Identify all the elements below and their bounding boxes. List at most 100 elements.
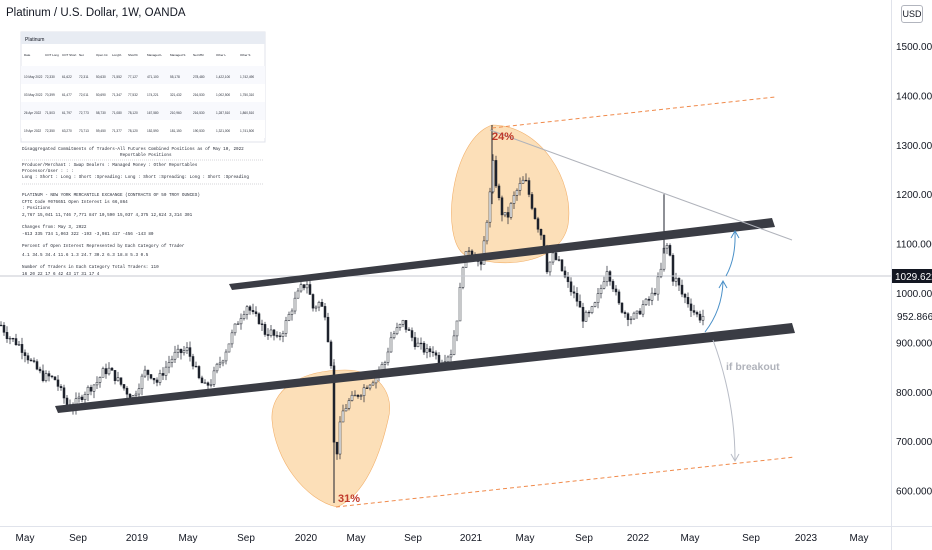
candle-body — [116, 377, 120, 381]
candle-body — [242, 314, 246, 319]
candle-body — [581, 306, 585, 322]
candle-body — [35, 361, 39, 370]
mini-table-cell: 72,311 — [79, 75, 89, 79]
blue-arrow-2 — [725, 231, 736, 277]
price-axis[interactable]: 1500.000 1400.000 1300.000 1200.000 1100.000… — [896, 42, 932, 498]
candle-body — [650, 292, 654, 301]
cot-line3: : Positions — [22, 206, 51, 211]
candle-body — [593, 302, 597, 307]
candle-body — [101, 368, 105, 378]
gray-arrow-down — [712, 339, 736, 461]
candle-body — [0, 324, 3, 327]
mini-header-cell: Net — [79, 53, 84, 57]
mini-table-cell: 03 May 2022 — [24, 93, 43, 97]
candle-body — [128, 393, 132, 398]
mini-table-cell: 471,100 — [147, 75, 159, 79]
mini-table-cell: 72,350 — [45, 129, 55, 133]
candle-body — [365, 387, 369, 389]
candle-body — [326, 316, 330, 343]
candle-body — [221, 360, 225, 364]
candle-body — [170, 358, 174, 363]
candle-body — [458, 287, 462, 322]
currency-button[interactable]: USD — [901, 5, 923, 23]
time-tick-label: 2022 — [627, 533, 650, 544]
mini-table-cell: 72,011 — [79, 93, 89, 97]
candle-body — [623, 312, 627, 314]
candle-body — [479, 261, 483, 265]
candle-body — [527, 180, 531, 195]
candle-body — [446, 356, 450, 362]
candle-body — [695, 312, 699, 315]
candle-body — [425, 348, 429, 353]
price-axis-separator — [891, 0, 892, 550]
candle-body — [209, 384, 213, 386]
candle-body — [83, 394, 87, 400]
candle-body — [431, 351, 435, 353]
candle-body — [416, 342, 420, 347]
candle-body — [194, 365, 198, 368]
mini-table-cell: 70,399 — [45, 93, 55, 97]
candle-body — [146, 369, 150, 375]
candle-body — [80, 396, 84, 400]
candle-body — [524, 179, 528, 182]
mini-table-cell: 71,552 — [112, 75, 122, 79]
candle-body — [323, 306, 327, 318]
candle-body — [275, 335, 279, 337]
candle-body — [98, 377, 102, 383]
price-tick-label: 900.000 — [896, 338, 932, 349]
price-tick-label: 1300.000 — [896, 141, 932, 152]
mini-table-cell: 216,530 — [193, 111, 205, 115]
candle-body — [155, 379, 159, 383]
candle-body — [518, 183, 522, 191]
candle-body — [668, 245, 672, 256]
candle-body — [611, 281, 615, 290]
candle-body — [482, 240, 486, 265]
candle-body — [125, 387, 129, 395]
candle-body — [119, 377, 123, 385]
candle-body — [641, 304, 645, 315]
candle-body — [368, 384, 372, 389]
candle-body — [590, 306, 594, 313]
mini-table-cell: 181,150 — [170, 129, 182, 133]
candle-body — [554, 252, 558, 260]
price-tick-label: 700.000 — [896, 437, 932, 448]
cot-subtitle: Reportable Positions — [120, 153, 172, 158]
mini-header-cell: COT Long — [45, 53, 59, 57]
candle-body — [200, 377, 204, 384]
top-ellipse — [451, 124, 570, 264]
candle-body — [158, 373, 162, 383]
candle-body — [677, 277, 681, 286]
mini-table-cell: 278,480 — [193, 75, 205, 79]
candle-body — [23, 352, 27, 356]
candle-body — [383, 362, 387, 365]
candle-body — [629, 318, 633, 321]
candle-body — [65, 397, 69, 405]
cot-line8: 4.1 34.5 34.4 11.6 1.3 24.7 30.2 6.3 18.… — [22, 253, 149, 258]
candle-body — [353, 394, 357, 397]
candle-body — [218, 362, 222, 365]
time-tick-label: Sep — [575, 533, 593, 544]
bottom-ellipse — [271, 369, 390, 508]
candle-body — [329, 341, 333, 367]
candle-body — [197, 366, 201, 379]
price-tick-label: 800.000 — [896, 388, 932, 399]
mini-table-cell: 71,503 — [45, 111, 55, 115]
candle-body — [8, 338, 12, 340]
candle-body — [500, 197, 504, 216]
candle-body — [659, 268, 663, 278]
candle-body — [134, 393, 138, 396]
candle-body — [407, 329, 411, 331]
time-tick-label: May — [516, 533, 535, 544]
candle-body — [149, 374, 153, 379]
mini-table-cell: 78,120 — [128, 129, 138, 133]
candle-body — [512, 195, 516, 204]
candle-body — [359, 395, 363, 397]
blue-arrow-2-head — [730, 229, 740, 239]
cot-cols2: Processor/User : : : — [22, 169, 74, 174]
candle-body — [251, 310, 255, 313]
candle-body — [680, 284, 684, 295]
mini-table-cell: 61,622 — [62, 75, 72, 79]
cot-line9: Number of Traders in Each Category Total… — [22, 265, 159, 270]
time-axis[interactable]: May Sep 2019 May Sep 2020 May Sep 2021 May Sep 2022… — [16, 533, 869, 544]
